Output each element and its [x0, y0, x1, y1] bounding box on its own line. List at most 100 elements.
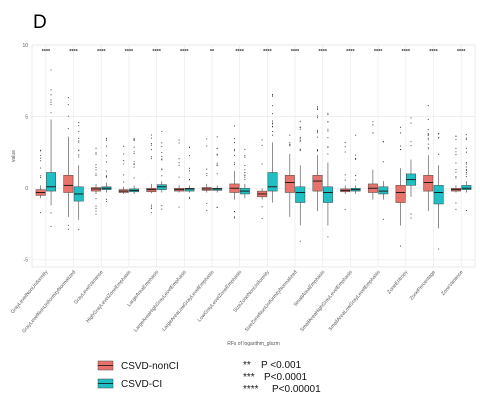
outlier-point [244, 169, 246, 171]
outlier-point [78, 137, 80, 139]
outlier-point [327, 128, 329, 130]
outlier-point [105, 170, 107, 172]
outlier-point [465, 147, 467, 149]
outlier-point [67, 104, 69, 106]
outlier-point [105, 176, 107, 178]
outlier-point [233, 163, 235, 165]
outlier-point [427, 133, 429, 135]
outlier-point [233, 162, 235, 164]
outlier-point [95, 213, 97, 215]
significance-legend: ** P <0.001 *** P<0.0001 **** P<0.00001 [243, 360, 321, 395]
outlier-point [382, 161, 384, 163]
outlier-point [316, 106, 319, 108]
outlier-point [261, 144, 263, 146]
significance-label: **** [125, 49, 134, 55]
outlier-point [40, 154, 42, 156]
outlier-point [438, 137, 440, 139]
outlier-point [289, 134, 291, 136]
outlier-point [272, 130, 274, 133]
outlier-point [355, 175, 357, 177]
outlier-point [427, 134, 429, 136]
box-CSVD-CI [184, 187, 195, 192]
outlier-point [133, 151, 135, 153]
outlier-point [133, 164, 135, 166]
outlier-point [78, 122, 80, 124]
outlier-point [178, 162, 180, 164]
outlier-point [410, 117, 412, 119]
outlier-point [316, 132, 319, 134]
outlier-point [161, 158, 163, 160]
box-CSVD-nonCI [395, 185, 406, 203]
y-tick-label: 10 [22, 43, 28, 49]
outlier-point [133, 139, 135, 141]
outlier-point [400, 126, 402, 128]
outlier-point [316, 108, 319, 111]
outlier-point [216, 162, 218, 164]
outlier-point [188, 167, 191, 169]
outlier-point [105, 200, 107, 202]
outlier-point [40, 157, 42, 159]
outlier-point [216, 154, 218, 156]
box-CSVD-nonCI [312, 175, 323, 192]
outlier-point [216, 173, 218, 175]
outlier-point [299, 140, 301, 142]
significance-label: **** [457, 49, 466, 55]
outlier-point [244, 174, 246, 176]
outlier-point [133, 152, 135, 155]
outlier-point [261, 139, 263, 141]
outlier-point [400, 132, 402, 134]
significance-symbol: ** [243, 360, 251, 371]
outlier-point [150, 212, 152, 214]
outlier-point [455, 135, 457, 137]
outlier-point [382, 218, 384, 220]
outlier-point [272, 122, 274, 124]
outlier-point [299, 127, 301, 129]
outlier-point [188, 179, 191, 181]
outlier-point [327, 137, 329, 139]
outlier-point [316, 117, 319, 119]
outlier-point [150, 142, 152, 145]
significance-label: **** [97, 49, 106, 55]
outlier-point [455, 208, 457, 210]
outlier-point [150, 156, 152, 158]
outlier-point [78, 140, 80, 142]
outlier-point [233, 125, 235, 127]
outlier-point [327, 114, 329, 116]
outlier-point [178, 206, 180, 208]
outlier-point [67, 128, 69, 130]
outlier-point [78, 149, 80, 151]
outlier-point [188, 196, 191, 198]
outlier-point [206, 172, 208, 175]
outlier-point [40, 175, 42, 177]
outlier-point [344, 151, 346, 153]
outlier-point [105, 161, 107, 163]
outlier-point [299, 139, 301, 141]
outlier-point [465, 170, 467, 172]
legend: CSVD-nonCI CSVD-CI [97, 360, 179, 390]
outlier-point [150, 134, 152, 136]
outlier-point [133, 140, 135, 142]
outlier-point [105, 155, 107, 157]
outlier-point [455, 138, 457, 141]
outlier-point [95, 205, 97, 207]
outlier-point [133, 163, 135, 165]
outlier-point [244, 156, 246, 158]
outlier-point [40, 176, 42, 179]
outlier-point [133, 177, 135, 179]
outlier-point [50, 212, 52, 214]
outlier-point [50, 94, 52, 96]
significance-label: ** [210, 49, 215, 55]
outlier-point [95, 210, 97, 212]
outlier-point [178, 139, 180, 141]
outlier-point [382, 140, 384, 142]
outlier-point [289, 144, 291, 146]
outlier-point [465, 168, 467, 170]
outlier-point [78, 154, 80, 156]
outlier-point [372, 132, 374, 134]
outlier-point [316, 115, 319, 117]
outlier-point [316, 136, 319, 138]
outlier-point [216, 153, 218, 155]
legend-label-CSVD-nonCI: CSVD-nonCI [121, 361, 179, 372]
outlier-point [50, 89, 52, 91]
outlier-point [438, 248, 440, 250]
